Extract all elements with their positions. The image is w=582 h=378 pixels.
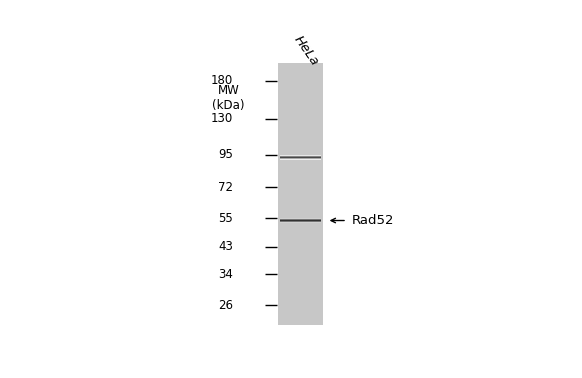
Text: 180: 180 [211,74,233,87]
Text: HeLa: HeLa [291,33,321,68]
Text: 130: 130 [211,112,233,125]
Text: 26: 26 [218,299,233,312]
Bar [278,63,323,325]
Text: 34: 34 [218,268,233,281]
Text: 55: 55 [218,212,233,225]
Text: 43: 43 [218,240,233,254]
Text: 72: 72 [218,181,233,194]
Text: 95: 95 [218,149,233,161]
Text: MW
(kDa): MW (kDa) [212,84,244,112]
Text: Rad52: Rad52 [352,214,394,227]
